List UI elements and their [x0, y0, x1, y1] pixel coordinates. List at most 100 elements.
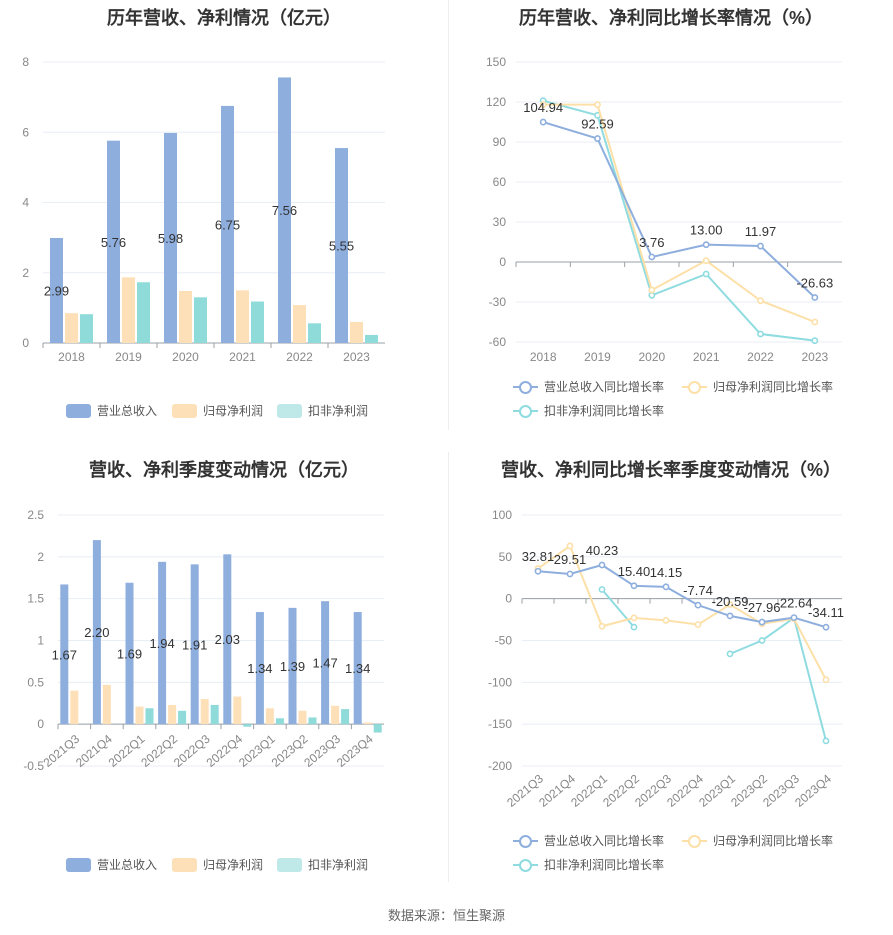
bar-deducted-profit: [145, 708, 154, 725]
point-net-profit-growth: [598, 622, 606, 630]
bar-revenue: [107, 140, 120, 343]
point-deducted-profit-growth: [726, 650, 734, 658]
bar-net-profit: [363, 722, 372, 725]
data-source: 数据来源：恒生聚源: [387, 908, 505, 923]
chart-title: 营收、净利同比增长率季度变动情况（%）: [500, 460, 841, 480]
bar-revenue: [125, 582, 134, 725]
point-net-profit-growth: [662, 617, 670, 624]
legend-swatch: [172, 403, 197, 418]
y-tick-label: 150: [486, 55, 506, 69]
point-deducted-profit-growth: [822, 737, 830, 745]
point-net-profit-growth: [702, 257, 710, 265]
y-tick-label: 4: [22, 196, 29, 210]
y-tick-label: 1: [37, 634, 44, 648]
data-label: 29.51: [554, 552, 587, 567]
bar-deducted-profit: [243, 724, 252, 727]
y-tick-label: -60: [489, 335, 507, 349]
y-tick-label: 90: [493, 135, 507, 149]
bar-deducted-profit: [178, 710, 187, 725]
y-tick-label: -100: [488, 675, 512, 689]
point-revenue-growth: [694, 601, 702, 609]
data-label: 1.67: [52, 647, 77, 662]
legend-deducted-profit-growth[interactable]: 扣非净利润同比增长率: [513, 856, 664, 873]
legend-net-profit[interactable]: 归母净利润: [172, 856, 263, 873]
point-net-profit-growth: [648, 286, 656, 294]
point-revenue-growth: [630, 582, 638, 590]
data-label: 1.91: [182, 637, 207, 652]
legend-revenue-growth[interactable]: 营业总收入同比增长率: [513, 832, 664, 849]
annual-revenue-profit-panel: 历年营收、净利情况（亿元） 0 2 4 6 8 2018 2.99 2019 5.76 2020 5…: [0, 0, 448, 440]
point-deducted-profit-growth: [598, 586, 606, 593]
point-deducted-profit-growth: [757, 330, 764, 338]
legend-label: 归母净利润同比增长率: [713, 380, 834, 394]
legend-swatch: [172, 857, 197, 872]
bar-deducted-profit: [210, 704, 219, 725]
bar-deducted-profit: [194, 297, 207, 343]
legend-net-profit[interactable]: 归母净利润: [172, 402, 263, 419]
data-label: 1.34: [247, 661, 272, 676]
point-net-profit-growth: [694, 621, 702, 629]
data-label: 6.75: [215, 217, 240, 232]
legend-revenue[interactable]: 营业总收入: [66, 856, 157, 873]
bar-revenue: [221, 105, 234, 343]
annual-line-chart: -60 -30 0 30 60 90 120 150 2018 2019 2020 2021 2022 2…: [486, 55, 842, 364]
legend-swatch: [682, 380, 707, 394]
point-revenue-growth: [822, 623, 830, 631]
bar-revenue: [223, 554, 232, 725]
quarterly-revenue-profit-panel: 营收、净利季度变动情况（亿元） -0.5 0 0.5 1 1.5 2 2.5 2021Q3 1.…: [0, 452, 448, 892]
bar-net-profit: [200, 699, 209, 725]
bar-net-profit: [331, 705, 340, 725]
point-deducted-profit-growth: [758, 637, 766, 644]
series-line-revenue-growth: [537, 563, 827, 629]
legend-revenue-growth[interactable]: 营业总收入同比增长率: [513, 378, 664, 395]
legend-swatch: [66, 403, 91, 418]
legend-deducted-profit[interactable]: 扣非净利润: [277, 402, 368, 419]
y-tick-label: 2.5: [27, 508, 44, 522]
legend-revenue[interactable]: 营业总收入: [66, 402, 157, 419]
data-label: 1.69: [117, 646, 142, 661]
y-tick-label: 1.5: [27, 592, 44, 606]
point-deducted-profit-growth: [630, 623, 638, 631]
chart-title: 历年营收、净利情况（亿元）: [107, 8, 341, 28]
point-revenue-growth: [790, 614, 798, 622]
data-label: 92.59: [581, 117, 614, 132]
point-revenue-growth: [539, 118, 547, 126]
quarterly-bar-chart: -0.500.511.522.52021Q31.672021Q42.202022…: [23, 508, 384, 773]
point-net-profit-growth: [630, 614, 638, 622]
y-tick-label: 0: [499, 255, 506, 269]
point-revenue-growth: [598, 561, 606, 569]
legend-net-profit-growth[interactable]: 归母净利润同比增长率: [682, 832, 833, 849]
point-net-profit-growth: [822, 676, 830, 684]
bar-deducted-profit: [137, 282, 150, 343]
y-tick-label: 100: [492, 508, 512, 522]
legend-swatch: [682, 834, 707, 848]
y-tick-label: -200: [488, 759, 512, 773]
bar-net-profit: [122, 277, 135, 343]
legend-label: 营业总收入: [97, 404, 158, 418]
y-tick-label: -30: [489, 295, 507, 309]
bar-net-profit: [233, 696, 242, 725]
data-label: 40.23: [586, 543, 619, 558]
legend-label: 扣非净利润同比增长率: [544, 404, 665, 418]
data-label: -27.96: [744, 600, 781, 615]
point-revenue-growth: [702, 241, 710, 249]
bar-net-profit: [168, 704, 177, 725]
legend-deducted-profit-growth[interactable]: 扣非净利润同比增长率: [513, 402, 664, 419]
data-label: 2.03: [215, 632, 240, 647]
data-label: 1.94: [149, 636, 174, 651]
x-tick-label: 2023Q4: [792, 771, 834, 809]
data-label: 5.55: [329, 239, 354, 254]
point-net-profit-growth: [566, 542, 574, 550]
point-revenue-growth: [757, 242, 764, 250]
bar-net-profit: [298, 710, 307, 725]
data-label: -34.11: [808, 605, 844, 620]
bar-net-profit: [179, 291, 192, 343]
legend-deducted-profit[interactable]: 扣非净利润: [277, 856, 368, 873]
data-label: 1.39: [280, 659, 305, 674]
legend-label: 归母净利润: [203, 404, 264, 418]
y-tick-label: 0.5: [27, 675, 44, 689]
legend-net-profit-growth[interactable]: 归母净利润同比增长率: [682, 378, 833, 395]
bar-revenue: [335, 148, 348, 343]
data-label: 1.34: [345, 661, 370, 676]
line-legend: 营业总收入同比增长率 归母净利润同比增长率 扣非净利润同比增长率: [449, 378, 893, 422]
